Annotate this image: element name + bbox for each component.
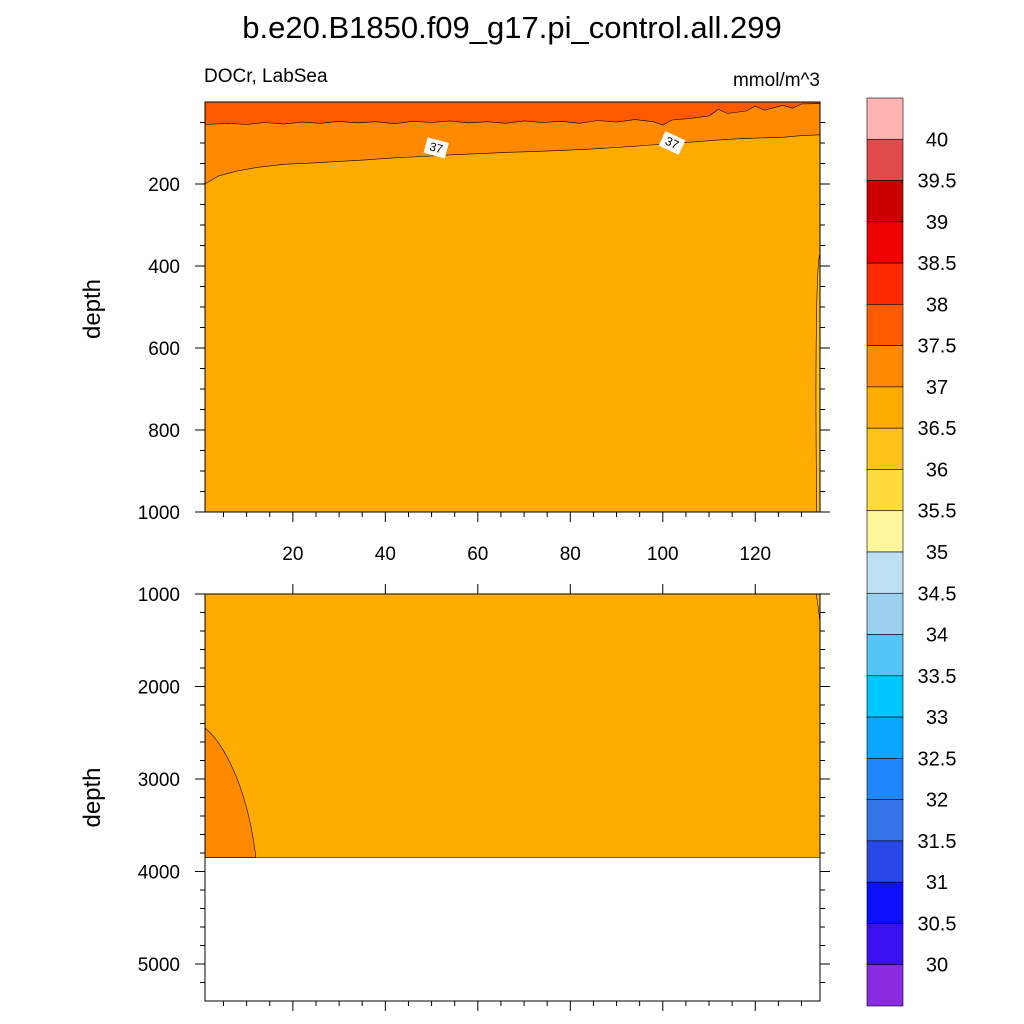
subtitle-right: mmol/m^3 xyxy=(733,70,820,91)
region-36-36.5 xyxy=(815,253,821,513)
colorbar-swatch xyxy=(866,840,904,883)
colorbar-label: 31.5 xyxy=(918,831,957,853)
colorbar-swatch xyxy=(866,758,904,800)
colorbar-swatch xyxy=(866,221,904,264)
colorbar-label: 32 xyxy=(926,790,948,812)
contour-label-box xyxy=(423,137,449,159)
colorbar-label: 34.5 xyxy=(918,583,957,605)
y-tick-label: 5000 xyxy=(138,955,180,976)
colorbar-label: 37.5 xyxy=(918,336,957,358)
colorbar-swatch xyxy=(866,304,904,346)
colorbar-swatch xyxy=(866,510,904,553)
contour-label-text: 37 xyxy=(663,134,681,152)
colorbar-label: 30 xyxy=(926,955,948,977)
colorbar-swatch xyxy=(866,964,904,1007)
contour-label-text: 37 xyxy=(428,139,445,156)
colorbar-swatch xyxy=(866,551,904,594)
contour-label: 37 xyxy=(423,137,449,159)
y-tick-label: 400 xyxy=(148,257,180,278)
colorbar-label: 40 xyxy=(926,129,948,151)
colorbar-swatch xyxy=(866,262,904,305)
colorbar-swatch xyxy=(866,427,904,470)
colorbar-swatch xyxy=(866,634,904,677)
colorbar-label: 38 xyxy=(926,294,948,316)
x-tick-label: 20 xyxy=(282,544,303,565)
y-axis-label: depth xyxy=(79,279,106,339)
colorbar-label: 36.5 xyxy=(918,418,957,440)
colorbar-swatch xyxy=(866,799,904,842)
colorbar-label: 33.5 xyxy=(918,666,957,688)
colorbar-swatch xyxy=(866,592,904,635)
colorbar-swatch xyxy=(866,923,904,966)
y-tick-label: 1000 xyxy=(138,503,180,524)
y-tick-label: 2000 xyxy=(138,678,180,699)
colorbar-swatch xyxy=(866,881,904,924)
colorbar-swatch xyxy=(866,675,904,718)
colorbar-label: 35.5 xyxy=(918,501,957,523)
contour-label: 37 xyxy=(658,131,686,155)
colorbar-label: 31 xyxy=(926,872,948,894)
y-tick-label: 4000 xyxy=(138,863,180,884)
subtitle-left: DOCr, LabSea xyxy=(204,66,328,87)
colorbar-label: 36 xyxy=(926,459,948,481)
colorbar: 40 39.5 39 38.5 38 37.5 37 36.5 36 35.5 35 34.5 34 33… xyxy=(866,97,957,1007)
colorbar-swatch xyxy=(866,180,904,223)
x-tick-label: 120 xyxy=(739,544,771,565)
x-tick-label: 40 xyxy=(375,544,396,565)
colorbar-swatch xyxy=(866,138,904,181)
colorbar-label: 38.5 xyxy=(918,253,957,275)
colorbar-label: 39.5 xyxy=(918,171,957,193)
colorbar-label: 35 xyxy=(926,542,948,564)
contour-37 xyxy=(204,134,821,185)
colorbar-label: 34 xyxy=(926,625,948,647)
y-axis-label: depth xyxy=(79,767,106,827)
x-tick-label: 80 xyxy=(560,544,581,565)
y-tick-label: 800 xyxy=(148,421,180,442)
colorbar-swatch xyxy=(866,386,904,429)
colorbar-swatch xyxy=(866,345,904,388)
colorbar-label: 37 xyxy=(926,377,948,399)
y-tick-label: 600 xyxy=(148,339,180,360)
colorbar-swatch xyxy=(866,469,904,512)
colorbar-label: 33 xyxy=(926,707,948,729)
chart-title: b.e20.B1850.f09_g17.pi_control.all.299 xyxy=(242,10,782,45)
upper-panel: 37 37 200 400 600 800 1000 20 40 60 80 100 120 depth xyxy=(79,101,830,565)
x-tick-label: 100 xyxy=(647,544,679,565)
region-36.5-37 xyxy=(205,594,820,858)
colorbar-swatch xyxy=(866,97,904,140)
x-tick-label: 60 xyxy=(467,544,488,565)
contour-label-box xyxy=(658,131,686,155)
colorbar-label: 39 xyxy=(926,212,948,234)
lower-panel: 1000 2000 3000 4000 5000 depth xyxy=(79,584,830,1011)
y-tick-label: 3000 xyxy=(138,770,180,791)
colorbar-swatch xyxy=(866,716,904,759)
colorbar-label: 32.5 xyxy=(918,748,957,770)
y-tick-label: 200 xyxy=(148,175,180,196)
contour-37.5 xyxy=(204,103,821,126)
region-37.5-38 xyxy=(205,102,820,125)
region-36.5-37 xyxy=(205,102,820,512)
y-tick-label: 1000 xyxy=(138,585,180,606)
colorbar-label: 30.5 xyxy=(918,913,957,935)
